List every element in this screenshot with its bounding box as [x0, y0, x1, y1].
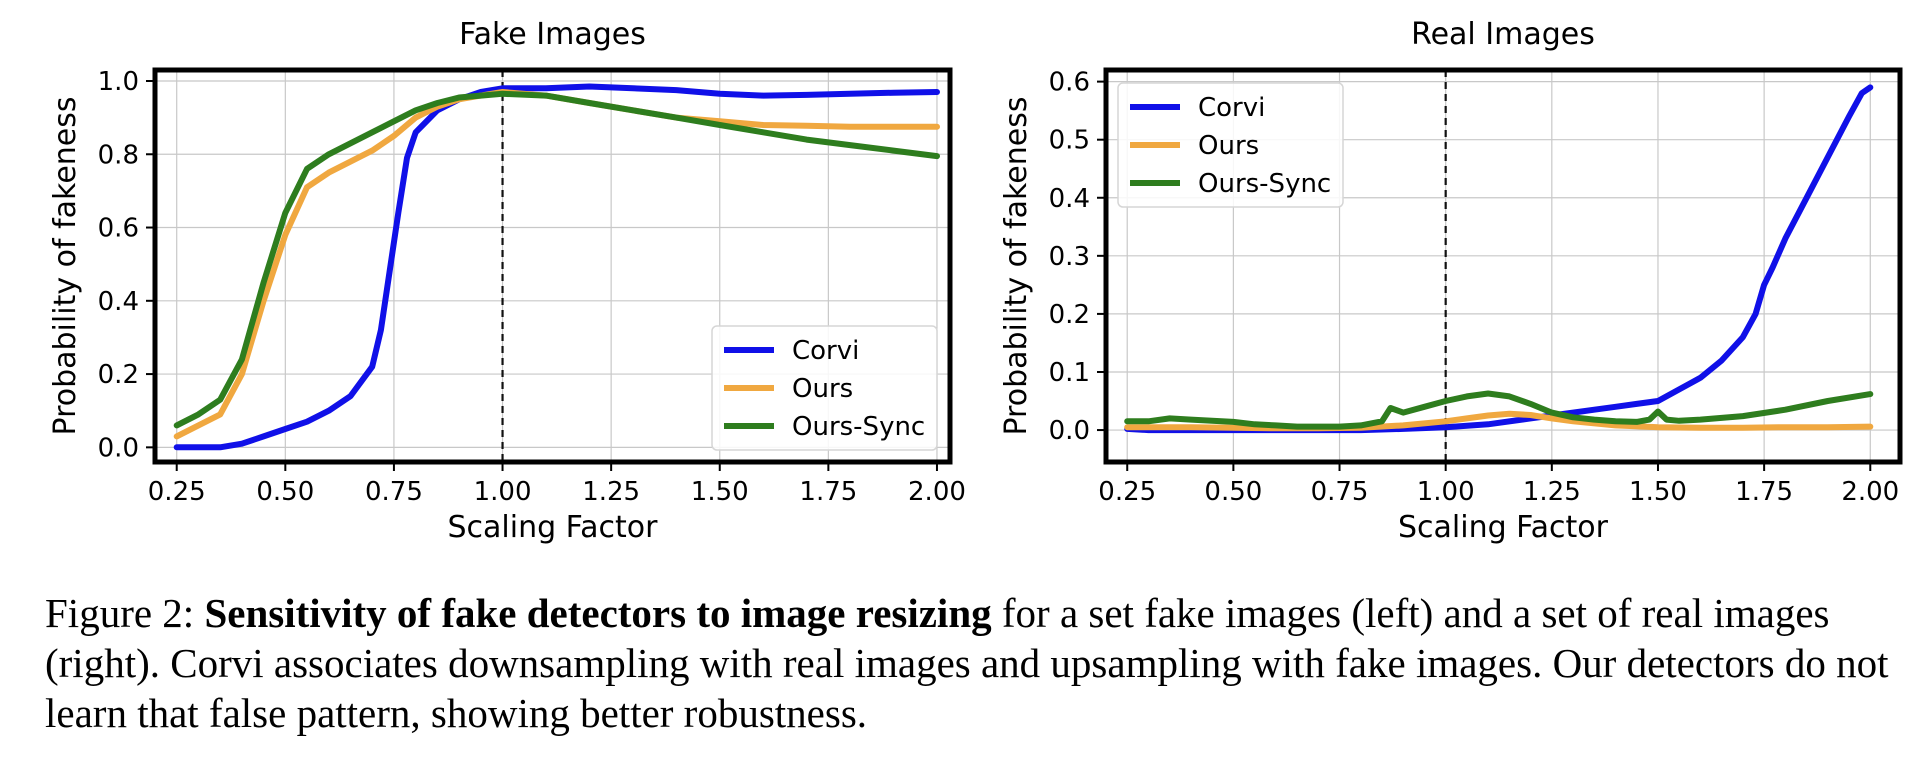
- panel2-series-line-ours: [1124, 410, 1874, 432]
- panel1-x-tick-label-7: 2.00: [908, 477, 966, 507]
- panel1-series-line-corvi: [173, 83, 940, 451]
- panel1-x-tick-label-3: 1.00: [474, 477, 532, 507]
- panel1-y-tick-label-1: 0.2: [98, 360, 139, 390]
- panel2-x-tick-label-1: 0.50: [1204, 477, 1262, 507]
- panel1-y-tick-label-2: 0.4: [98, 287, 139, 317]
- panel1-series-line-ours-sync: [173, 90, 940, 429]
- panel1-x-tick-label-4: 1.25: [582, 477, 640, 507]
- figure-caption: Figure 2: Sensitivity of fake detectors …: [45, 588, 1895, 738]
- panel2-y-tick-label-3: 0.3: [1049, 242, 1090, 272]
- panel1-x-axis-label: Scaling Factor: [447, 510, 658, 545]
- panel2-legend-label-corvi: Corvi: [1198, 93, 1265, 123]
- panel2-y-tick-label-2: 0.2: [1049, 300, 1090, 330]
- panel2-legend: Corvi Ours Ours-Sync: [1117, 82, 1344, 208]
- caption-text: for a set fake images (left) and a set o…: [45, 590, 1889, 736]
- panel1-legend-label-corvi: Corvi: [792, 336, 859, 366]
- panel1-y-tick-label-4: 0.8: [98, 140, 139, 170]
- panel1-legend-box: [711, 325, 938, 451]
- panel1-x-tick-label-1: 0.50: [256, 477, 314, 507]
- panel2-x-tick-label-5: 1.50: [1629, 477, 1687, 507]
- panel1-y-tick-label-0: 0.0: [98, 433, 139, 463]
- fake-images-panel: 0.25 0.50 0.75 1.00 1.25 1.50 1.75 2.00 0.0 0.2 0.…: [48, 17, 966, 545]
- panel1-y-tick-label-5: 1.0: [98, 67, 139, 97]
- panel1-axes-frame: [152, 67, 953, 465]
- panel1-legend-label-ours-sync: Ours-Sync: [792, 412, 925, 442]
- panel2-legend-label-ours: Ours: [1198, 131, 1259, 161]
- panel1-x-tick-label-6: 1.75: [799, 477, 857, 507]
- panel2-legend-label-ours-sync: Ours-Sync: [1198, 169, 1331, 199]
- panel2-series-line-ours-sync: [1124, 390, 1874, 430]
- panel2-x-tick-label-7: 2.00: [1841, 477, 1899, 507]
- panel2-x-tick-label-0: 0.25: [1098, 477, 1156, 507]
- panel2-y-axis-label: Probability of fakeness: [999, 96, 1034, 435]
- panel2-x-tick-label-6: 1.75: [1735, 477, 1793, 507]
- panel1-x-tick-label-2: 0.75: [365, 477, 423, 507]
- panel2-y-tick-label-0: 0.0: [1049, 416, 1090, 446]
- panel2-x-tick-label-4: 1.25: [1523, 477, 1581, 507]
- real-images-panel: 0.25 0.50 0.75 1.00 1.25 1.50 1.75 2.00 0.0 0.1 0.…: [999, 17, 1903, 545]
- caption-bold: Sensitivity of fake detectors to image r…: [204, 590, 992, 636]
- panel1-y-axis-label: Probability of fakeness: [48, 96, 83, 435]
- panel2-y-tick-label-4: 0.4: [1049, 184, 1090, 214]
- panel2-x-tick-label-3: 1.00: [1417, 477, 1475, 507]
- panel2-y-tick-label-6: 0.6: [1049, 68, 1090, 98]
- panel2-axes-frame: [1103, 67, 1903, 465]
- panel1-x-tick-label-0: 0.25: [148, 477, 206, 507]
- caption-label: Figure 2:: [45, 590, 195, 636]
- panel2-title: Real Images: [1411, 17, 1595, 52]
- figure: 0.25 0.50 0.75 1.00 1.25 1.50 1.75 2.000.00.20.…: [48, 17, 1903, 545]
- panel1-x-tick-label-5: 1.50: [691, 477, 749, 507]
- panel2-y-tick-label-1: 0.1: [1049, 358, 1090, 388]
- panel1-legend: Corvi Ours Ours-Sync: [711, 325, 938, 451]
- panel2-x-axis-label: Scaling Factor: [1398, 510, 1609, 545]
- panel1-legend-label-ours: Ours: [792, 374, 853, 404]
- panel1-y-tick-label-3: 0.6: [98, 214, 139, 244]
- panel2-legend-box: [1117, 82, 1344, 208]
- panel2-x-tick-label-2: 0.75: [1311, 477, 1369, 507]
- panel1-title: Fake Images: [459, 17, 646, 52]
- panel2-y-tick-label-5: 0.5: [1049, 126, 1090, 156]
